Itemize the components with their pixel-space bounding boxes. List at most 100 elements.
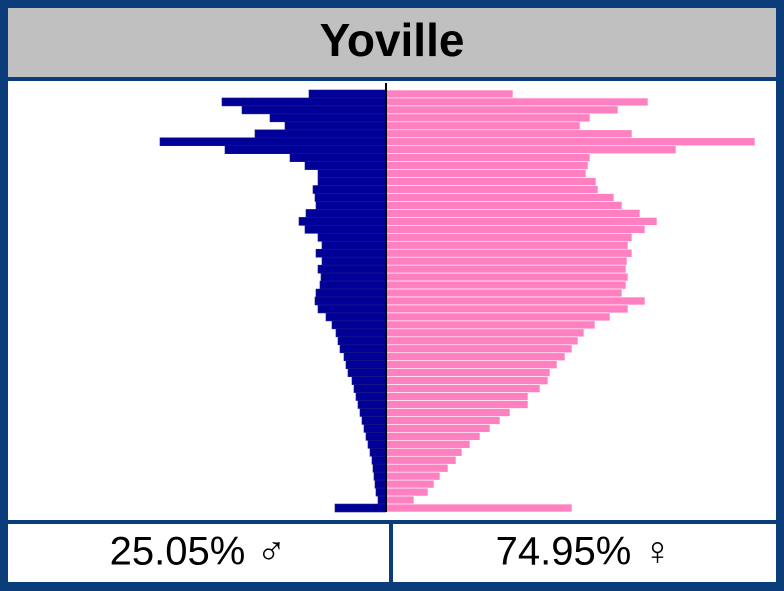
bar [284, 121, 387, 131]
bar [385, 256, 628, 266]
bar [325, 312, 387, 322]
bar [385, 280, 627, 290]
bar [351, 376, 387, 385]
bar [385, 145, 677, 154]
bar [317, 233, 387, 242]
bar [314, 296, 387, 306]
bar [385, 121, 581, 131]
bar [385, 320, 596, 330]
bar [319, 280, 387, 290]
bar [385, 233, 633, 242]
bar [385, 177, 597, 186]
bar [385, 193, 615, 202]
bar [385, 368, 551, 377]
bar [365, 432, 387, 441]
bar [373, 471, 387, 481]
bar [385, 384, 541, 393]
bar [337, 336, 387, 346]
bar [385, 296, 646, 306]
bar [385, 113, 591, 123]
bar [221, 97, 387, 107]
bar [385, 328, 585, 338]
bar [385, 312, 611, 322]
bar [357, 400, 387, 409]
bar [385, 440, 471, 449]
bar [269, 113, 387, 123]
bar [315, 248, 387, 258]
bar [385, 288, 623, 298]
bar [385, 408, 511, 417]
bar [385, 225, 646, 234]
bar [385, 185, 599, 194]
bar [315, 288, 387, 298]
chart-title: Yoville [320, 14, 465, 66]
bar [385, 272, 629, 282]
bar [377, 495, 387, 505]
bar [385, 448, 463, 457]
bar [339, 344, 387, 354]
bar [320, 272, 387, 282]
male-box [8, 524, 389, 582]
bar [359, 408, 387, 417]
bar [385, 455, 457, 465]
bar [385, 264, 627, 274]
bar [385, 209, 641, 218]
bar [254, 129, 387, 139]
bar [315, 201, 387, 210]
bar [353, 384, 387, 393]
bar [317, 169, 387, 178]
title-bar [8, 8, 776, 77]
bar [385, 240, 629, 250]
bar [304, 225, 387, 234]
bar [372, 463, 387, 473]
bar [385, 304, 629, 314]
bar [369, 448, 387, 457]
bar [385, 479, 435, 489]
bar [334, 503, 387, 513]
bar [385, 344, 573, 354]
bar [385, 360, 558, 369]
bar [385, 463, 449, 473]
bar [385, 400, 529, 409]
legend-male: 25.05% ♂ [110, 530, 287, 574]
bar [385, 432, 481, 441]
bar [335, 328, 387, 338]
bars [159, 89, 756, 513]
bar [385, 471, 441, 481]
bar [289, 153, 387, 162]
bar [347, 368, 387, 377]
bar [385, 153, 591, 162]
bar [317, 177, 387, 186]
bar [331, 320, 387, 330]
bar [317, 304, 387, 314]
bar [385, 503, 573, 513]
bar [385, 495, 415, 505]
bar [241, 105, 387, 115]
bar [385, 217, 658, 226]
bar [321, 240, 387, 250]
bar [385, 392, 529, 401]
bar [304, 161, 387, 170]
bar [361, 416, 387, 425]
bar [374, 479, 387, 489]
legend-female: 74.95% ♀ [496, 530, 673, 574]
bar [317, 264, 387, 274]
bar [314, 193, 387, 202]
bar [367, 440, 387, 449]
bar [345, 360, 387, 369]
bar [385, 376, 549, 385]
bar [385, 89, 514, 99]
bar [385, 352, 566, 362]
bar [385, 169, 587, 178]
female-box [393, 524, 776, 582]
bar [385, 416, 501, 425]
bar [385, 336, 579, 346]
bar [385, 248, 633, 258]
bar [385, 97, 649, 107]
bar [371, 455, 387, 465]
bar [312, 185, 387, 194]
bar [385, 487, 429, 497]
bar [298, 217, 387, 226]
bar [321, 256, 387, 266]
